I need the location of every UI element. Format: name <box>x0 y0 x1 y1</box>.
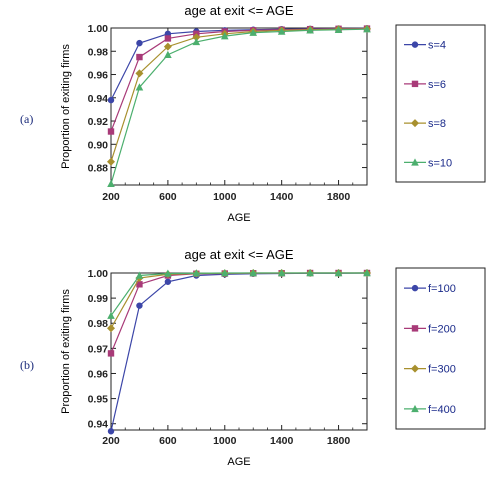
y-tick-label: 0.97 <box>88 343 109 355</box>
data-point-s=10 <box>135 83 144 91</box>
data-point-s=6 <box>107 128 115 135</box>
series-line-f=100 <box>110 272 368 432</box>
panel-a: age at exit <= AGE AGE Proportion of exiti… <box>20 3 486 224</box>
data-point-f=400 <box>164 269 172 277</box>
data-point-f=400 <box>363 269 371 277</box>
x-tick-label: 1400 <box>270 191 294 203</box>
y-tick-label: 0.88 <box>88 163 109 175</box>
data-point-s=8 <box>163 42 172 51</box>
legend-label: s=6 <box>428 79 446 91</box>
data-point-f=400 <box>334 269 343 277</box>
y-tick-label: 0.94 <box>88 93 109 105</box>
panel-b: age at exit <= AGE AGE Proportion of exiti… <box>20 247 486 468</box>
legend-marker <box>411 41 419 48</box>
data-point-f=400 <box>277 269 286 277</box>
y-tick-label: 1.00 <box>88 268 109 280</box>
data-point-f=100 <box>164 278 172 285</box>
y-tick-label: 0.96 <box>88 70 109 82</box>
data-point-f=200 <box>107 350 115 357</box>
data-point-f=400 <box>107 311 115 319</box>
panel-label: (b) <box>20 358 34 372</box>
data-point-f=100 <box>136 302 143 309</box>
series-line-s=10 <box>110 28 368 185</box>
series-line-f=400 <box>110 272 367 317</box>
y-tick-label: 0.98 <box>88 46 109 58</box>
series-line-s=6 <box>110 27 368 132</box>
y-tick-label: 0.90 <box>88 139 109 151</box>
data-point-f=400 <box>135 271 144 279</box>
y-tick-label: 0.95 <box>88 394 109 406</box>
legend-label: f=100 <box>428 283 456 295</box>
data-point-f=200 <box>136 281 143 288</box>
x-axis-label: AGE <box>227 212 250 224</box>
series-line-f=200 <box>110 272 367 354</box>
legend-label: f=300 <box>428 364 456 376</box>
data-point-s=6 <box>164 35 172 42</box>
x-tick-label: 1000 <box>213 435 237 447</box>
data-point-s=10 <box>164 50 172 58</box>
y-tick-label: 0.92 <box>88 116 109 128</box>
data-point-s=10 <box>220 32 229 40</box>
data-point-f=400 <box>192 269 201 277</box>
x-tick-label: 1000 <box>213 191 237 203</box>
legend-marker <box>411 284 419 292</box>
y-axis-label: Proportion of exiting firms <box>60 44 72 169</box>
data-point-s=4 <box>136 39 143 47</box>
y-tick-label: 1.00 <box>88 23 109 35</box>
legend-label: f=200 <box>428 323 456 335</box>
data-point-f=300 <box>107 324 115 333</box>
data-point-s=10 <box>363 25 371 33</box>
legend-box <box>395 24 486 183</box>
data-point-s=10 <box>277 27 286 35</box>
panel-label: (a) <box>20 112 33 126</box>
y-tick-label: 0.98 <box>88 318 109 330</box>
data-point-f=400 <box>306 269 314 277</box>
legend-label: s=4 <box>428 40 446 52</box>
data-point-s=8 <box>192 33 201 42</box>
legend-marker <box>411 158 419 166</box>
x-tick-label: 1400 <box>270 435 294 447</box>
plot-frame <box>110 27 368 186</box>
data-point-s=10 <box>249 28 258 36</box>
x-axis-label: AGE <box>227 456 250 468</box>
y-tick-label: 0.94 <box>88 419 109 431</box>
legend-label: f=400 <box>428 404 456 416</box>
y-tick-label: 0.99 <box>88 293 109 305</box>
x-tick-label: 200 <box>102 435 120 447</box>
x-tick-label: 1800 <box>327 191 351 203</box>
legend-marker <box>411 80 419 88</box>
data-point-f=400 <box>249 269 258 277</box>
legend-marker <box>411 364 419 373</box>
data-point-s=8 <box>107 157 115 166</box>
chart-title: age at exit <= AGE <box>184 3 293 18</box>
y-axis-label: Proportion of exiting firms <box>60 289 72 414</box>
x-tick-label: 200 <box>102 191 120 203</box>
x-tick-label: 600 <box>159 191 177 203</box>
data-point-s=10 <box>107 179 115 188</box>
data-point-s=10 <box>192 37 201 46</box>
data-point-s=4 <box>107 96 115 104</box>
data-point-s=10 <box>334 25 343 33</box>
legend-marker <box>411 404 419 413</box>
x-tick-label: 1800 <box>327 435 351 447</box>
data-point-s=6 <box>136 53 143 61</box>
legend-box <box>395 267 486 430</box>
series-line-s=8 <box>110 28 368 162</box>
x-tick-label: 600 <box>159 435 177 447</box>
data-point-s=8 <box>135 69 144 78</box>
legend-marker <box>411 325 419 332</box>
legend-label: s=8 <box>428 118 446 130</box>
chart-title: age at exit <= AGE <box>184 247 293 262</box>
legend-label: s=10 <box>428 157 452 169</box>
legend-marker <box>411 119 419 128</box>
data-point-s=10 <box>306 26 314 34</box>
data-point-f=400 <box>220 269 229 277</box>
y-tick-label: 0.96 <box>88 368 109 380</box>
data-point-f=100 <box>107 428 115 435</box>
